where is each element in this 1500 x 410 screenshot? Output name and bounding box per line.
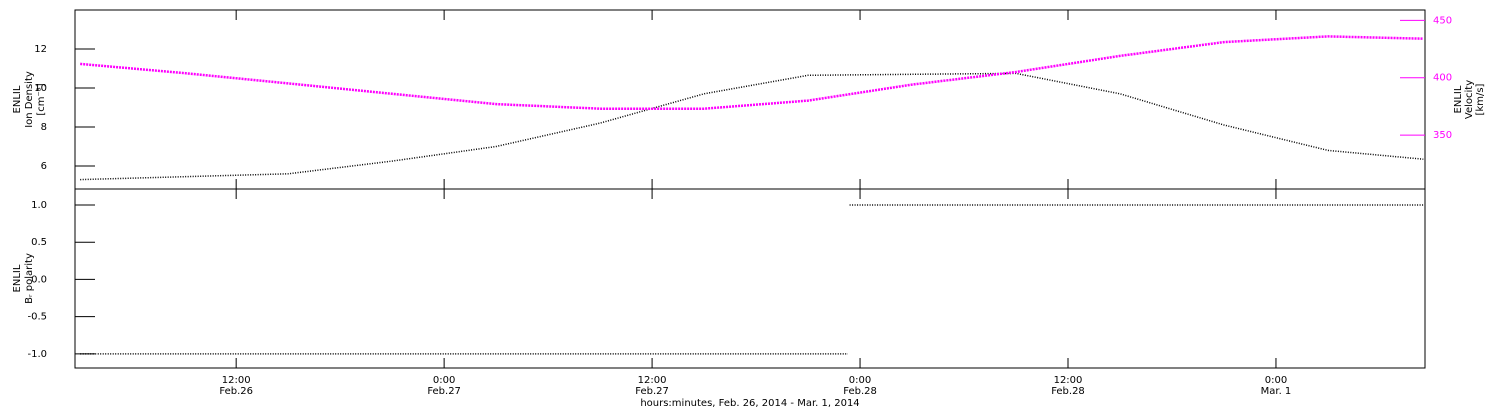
y2-tick-label: 450: [1433, 15, 1452, 26]
y-tick-label: -1.0: [27, 349, 47, 360]
y2-axis-label: Velocity: [1464, 80, 1475, 119]
y-axis-label: ENLIL: [12, 264, 23, 292]
x-tick-date: Feb.27: [427, 386, 461, 397]
y-tick-label: 0.0: [31, 274, 47, 285]
y2-tick-label: 400: [1433, 73, 1452, 84]
x-tick-date: Feb.28: [1051, 386, 1085, 397]
x-tick-label: 12:00: [222, 375, 251, 386]
x-tick-date: Feb.28: [843, 386, 877, 397]
y-axis-label: ENLIL: [12, 85, 23, 113]
y2-axis-label: [km/s]: [1475, 83, 1486, 115]
plot-frame: [74, 188, 1426, 369]
y2-tick-label: 350: [1433, 130, 1452, 141]
x-tick-label: 0:00: [1265, 375, 1287, 386]
x-tick-label: 12:00: [1054, 375, 1083, 386]
y-tick-label: -0.5: [27, 312, 47, 323]
y2-axis-label: ENLIL: [1453, 85, 1464, 113]
y-tick-label: 8: [41, 122, 47, 133]
y-tick-label: 10: [34, 83, 47, 94]
y-axis-label: Bᵣ polarity: [24, 253, 35, 304]
y-tick-label: 1.0: [31, 200, 47, 211]
x-tick-label: 12:00: [638, 375, 667, 386]
y-axis-label: Ion Density: [24, 71, 35, 128]
y-tick-label: 6: [41, 161, 47, 172]
y-tick-label: 12: [34, 44, 47, 55]
x-tick-date: Mar. 1: [1261, 386, 1292, 397]
x-tick-label: 0:00: [849, 375, 871, 386]
x-tick-date: Feb.26: [219, 386, 253, 397]
plot-frame: [74, 9, 1426, 190]
x-axis-label: hours:minutes, Feb. 26, 2014 - Mar. 1, 2…: [640, 398, 859, 409]
data-line: [80, 204, 1424, 355]
y-axis-label: [cm⁻³]: [36, 83, 47, 115]
data-line: [80, 72, 1424, 181]
x-tick-date: Feb.27: [635, 386, 669, 397]
y-tick-label: 0.5: [31, 237, 47, 248]
data-line: [80, 35, 1424, 110]
x-tick-label: 0:00: [433, 375, 455, 386]
